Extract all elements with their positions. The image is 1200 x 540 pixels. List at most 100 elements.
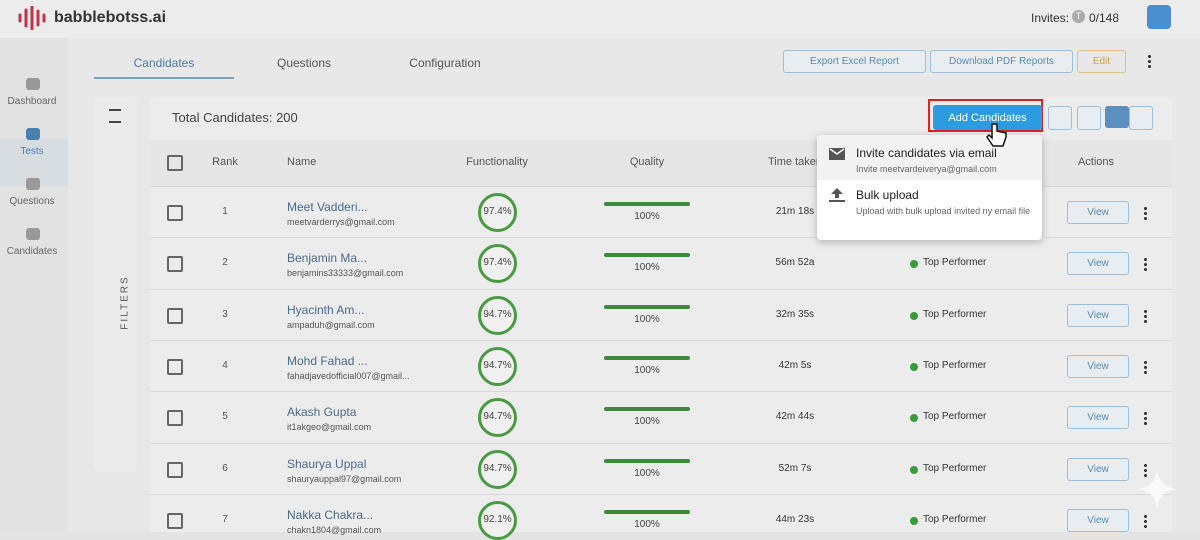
view-button[interactable]: View bbox=[1067, 457, 1129, 481]
add-candidates-label: Add Candidates bbox=[948, 111, 1027, 124]
row-checkbox[interactable] bbox=[167, 461, 183, 478]
header: babblebotss.ai Invites: T 0/148 bbox=[0, 0, 1200, 38]
row-divider bbox=[150, 237, 1172, 239]
refresh-button[interactable] bbox=[1077, 106, 1101, 130]
dropdown-title[interactable]: Bulk upload bbox=[856, 188, 919, 202]
status-dot bbox=[910, 311, 918, 320]
dropdown: Invite candidates via email Invite meetv… bbox=[817, 135, 1042, 240]
candidate-name[interactable]: Nakka Chakra... bbox=[287, 507, 374, 522]
functionality-value: 94.7% bbox=[483, 308, 512, 320]
more-icon bbox=[1148, 54, 1151, 68]
filters-label: FILTERS bbox=[119, 275, 131, 330]
column-header: Rank bbox=[212, 156, 238, 168]
split-view-button[interactable] bbox=[1129, 106, 1153, 130]
sidebar-label[interactable]: Tests bbox=[20, 146, 44, 157]
tab[interactable]: Candidates bbox=[133, 56, 195, 70]
functionality-ring bbox=[478, 346, 517, 386]
quality-bar bbox=[604, 509, 690, 514]
candidate-name[interactable]: Hyacinth Am... bbox=[287, 302, 365, 317]
row-menu[interactable] bbox=[1144, 308, 1147, 323]
quality-value: 100% bbox=[634, 262, 660, 274]
rank: 2 bbox=[222, 257, 228, 269]
row-menu[interactable] bbox=[1144, 359, 1147, 374]
candidate-name[interactable]: Benjamin Ma... bbox=[287, 251, 368, 266]
row-checkbox[interactable] bbox=[167, 256, 183, 273]
row-menu[interactable] bbox=[1144, 411, 1147, 426]
quality-value: 100% bbox=[634, 211, 660, 222]
tab[interactable]: Configuration bbox=[409, 56, 481, 70]
functionality-ring bbox=[478, 449, 517, 489]
view-button[interactable]: View bbox=[1067, 201, 1129, 224]
functionality-value: 94.7% bbox=[483, 359, 512, 371]
row-divider bbox=[150, 493, 1172, 495]
row-divider bbox=[150, 339, 1172, 341]
status: Top Performer bbox=[923, 462, 987, 474]
sidebar-label[interactable]: Dashboard bbox=[7, 96, 57, 107]
row-divider bbox=[150, 442, 1172, 444]
row-menu[interactable] bbox=[1144, 206, 1147, 220]
upload-icon bbox=[829, 188, 845, 202]
quality-bar bbox=[604, 458, 690, 463]
column-header: Time taken bbox=[767, 156, 822, 168]
list-view-button[interactable] bbox=[1048, 106, 1072, 130]
download-button[interactable]: Download PDF Reports bbox=[930, 50, 1073, 73]
sparkle bbox=[1138, 470, 1176, 508]
column-header: Functionality bbox=[466, 156, 528, 168]
candidate-name[interactable]: Mohd Fahad ... bbox=[287, 353, 368, 368]
invites-badge: T bbox=[1072, 10, 1085, 23]
candidate-email: it1akgeo@gmail.com bbox=[287, 422, 372, 433]
candidate-email: shauryauppal97@gmail.com bbox=[287, 473, 402, 484]
row-divider bbox=[150, 186, 1172, 187]
row-checkbox[interactable] bbox=[167, 307, 183, 324]
header-checkbox[interactable] bbox=[167, 155, 183, 171]
view-button[interactable]: View bbox=[1067, 354, 1129, 378]
row-checkbox[interactable] bbox=[167, 205, 183, 221]
row-menu[interactable] bbox=[1144, 257, 1147, 272]
add-candidates-button[interactable]: Add Candidates bbox=[933, 105, 1042, 130]
mail-icon bbox=[829, 148, 845, 160]
row-menu[interactable] bbox=[1144, 513, 1147, 528]
sidebar-label[interactable]: Candidates bbox=[6, 246, 58, 257]
sidebar-icon bbox=[26, 228, 40, 240]
user-button[interactable] bbox=[1147, 5, 1171, 29]
rank: 7 bbox=[222, 513, 228, 525]
candidate-email: meetvarderrys@gmail.com bbox=[287, 217, 395, 227]
functionality-value: 94.7% bbox=[483, 462, 512, 474]
row-checkbox[interactable] bbox=[167, 410, 183, 427]
view-button[interactable]: View bbox=[1067, 508, 1129, 532]
functionality-value: 97.4% bbox=[483, 206, 512, 217]
table-view-button[interactable] bbox=[1105, 106, 1129, 128]
candidate-name[interactable]: Akash Gupta bbox=[287, 405, 357, 420]
candidate-name[interactable]: Shaurya Uppal bbox=[287, 456, 367, 471]
time-taken: 56m 52a bbox=[775, 257, 815, 269]
functionality-value: 94.7% bbox=[483, 411, 512, 423]
view-button[interactable]: View bbox=[1067, 252, 1129, 276]
status: Top Performer bbox=[923, 308, 987, 320]
row-checkbox[interactable] bbox=[167, 358, 183, 375]
export-button[interactable]: Export Excel Report bbox=[783, 50, 926, 73]
time-taken: 42m 44s bbox=[775, 411, 815, 423]
column-header: Actions bbox=[1077, 156, 1115, 168]
edit-button[interactable]: Edit bbox=[1077, 50, 1126, 73]
view-button[interactable]: View bbox=[1067, 406, 1129, 430]
sidebar-label[interactable]: Questions bbox=[9, 196, 55, 207]
candidate-name[interactable]: Meet Vadderi... bbox=[287, 200, 368, 214]
tab[interactable]: Questions bbox=[276, 56, 332, 70]
status-dot bbox=[910, 516, 918, 525]
status: Top Performer bbox=[923, 411, 987, 423]
row-menu[interactable] bbox=[1144, 462, 1147, 477]
status-dot bbox=[910, 414, 918, 423]
dropdown-subtitle: Upload with bulk upload invited ny email… bbox=[856, 206, 1031, 216]
view-button[interactable]: View bbox=[1067, 303, 1129, 327]
highlight-box bbox=[928, 99, 1043, 132]
sidebar bbox=[0, 38, 68, 532]
quality-bar bbox=[604, 202, 690, 206]
candidate-email: ampaduh@gmail.com bbox=[287, 319, 375, 330]
sidebar-icon bbox=[26, 128, 40, 140]
dropdown-title[interactable]: Invite candidates via email bbox=[856, 146, 997, 160]
menu-icon[interactable] bbox=[109, 109, 121, 123]
status: Top Performer bbox=[923, 257, 987, 269]
functionality-value: 97.4% bbox=[483, 257, 512, 269]
row-checkbox[interactable] bbox=[167, 512, 183, 529]
status-dot bbox=[910, 465, 918, 474]
